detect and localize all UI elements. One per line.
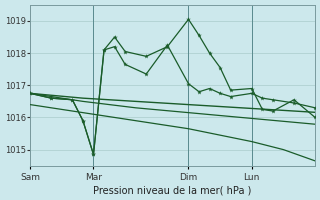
X-axis label: Pression niveau de la mer( hPa ): Pression niveau de la mer( hPa ) <box>93 185 252 195</box>
